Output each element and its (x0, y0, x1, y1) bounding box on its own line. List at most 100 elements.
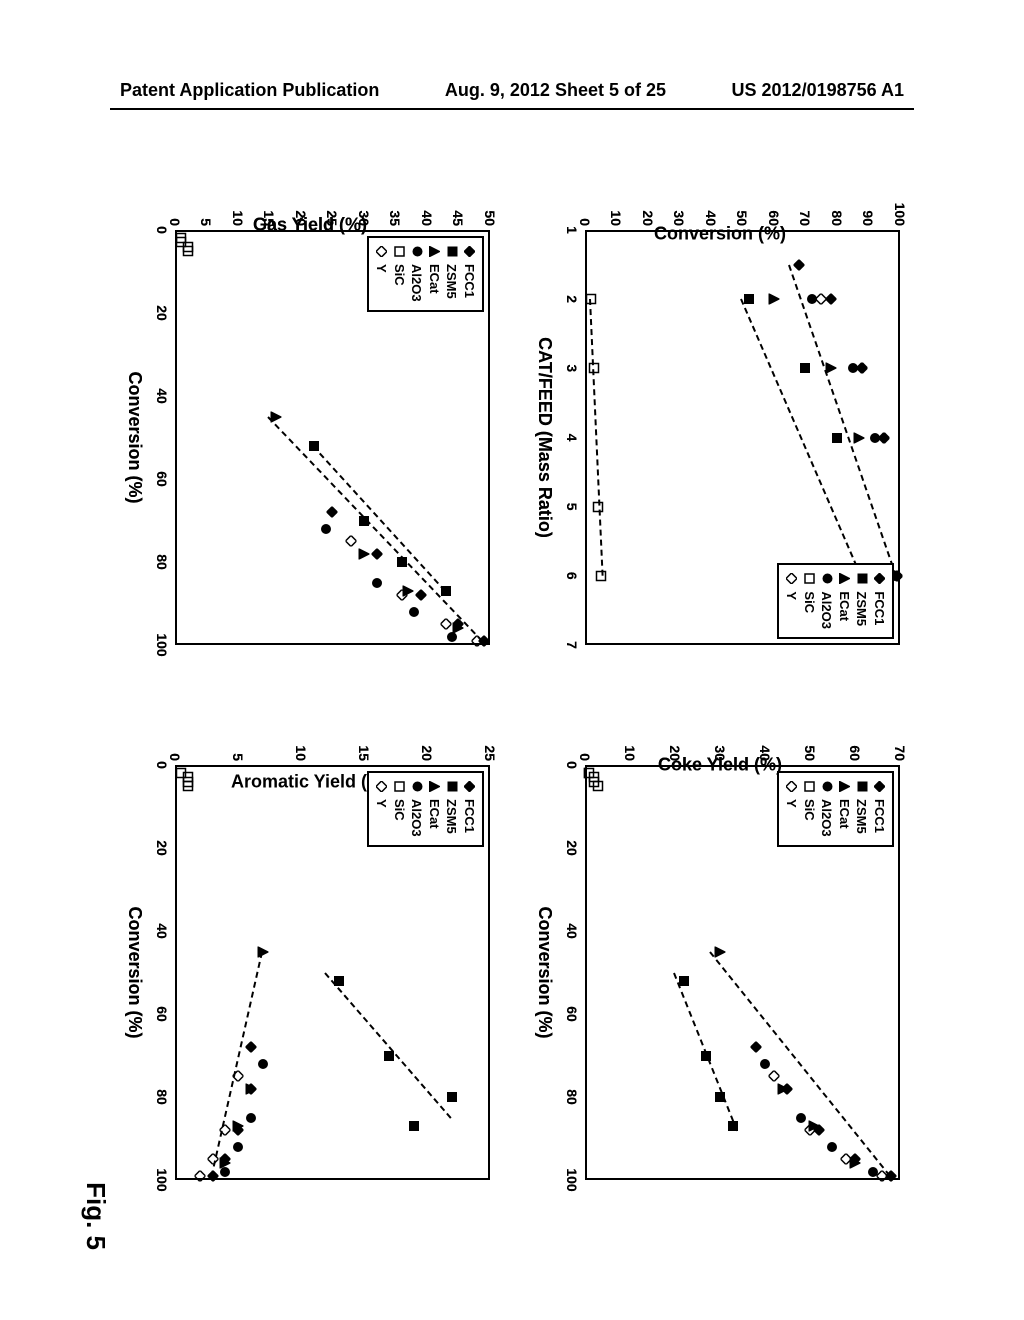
legend-item: Y (783, 573, 801, 629)
data-point (701, 1050, 712, 1061)
data-point (396, 590, 407, 601)
x-tick: 100 (154, 1168, 170, 1191)
data-point (472, 635, 483, 646)
data-point (769, 1071, 780, 1082)
legend-marker-icon (786, 781, 798, 793)
x-axis-label: Conversion (%) (534, 765, 555, 1180)
figure-caption: Fig. 5 (80, 1182, 111, 1250)
y-tick: 50 (735, 198, 751, 226)
x-tick: 20 (154, 840, 170, 856)
legend: FCC1ZSM5ECatAl2O3SiCY (777, 563, 894, 639)
legend-label: ZSM5 (853, 799, 871, 834)
y-tick: 30 (672, 198, 688, 226)
data-point (440, 586, 451, 597)
data-point (447, 1092, 458, 1103)
y-tick: 20 (640, 198, 656, 226)
data-point (245, 1083, 256, 1094)
y-tick: 80 (829, 198, 845, 226)
legend-marker-icon (411, 781, 423, 793)
data-point (182, 780, 193, 791)
x-axis-label: Conversion (%) (124, 765, 145, 1180)
data-point (321, 523, 332, 534)
x-tick: 0 (154, 226, 170, 234)
y-tick: 60 (766, 198, 782, 226)
panel-gas-vs-conversion: Gas Yield (%)Conversion (%)0510152025303… (120, 160, 500, 655)
x-axis-label: Conversion (%) (124, 230, 145, 645)
legend-label: Al2O3 (818, 591, 836, 629)
x-tick: 80 (564, 1089, 580, 1105)
y-tick: 15 (356, 733, 372, 761)
legend-marker-icon (821, 781, 833, 793)
legend: FCC1ZSM5ECatAl2O3SiCY (367, 236, 484, 312)
y-tick: 90 (861, 198, 877, 226)
page-header: Patent Application Publication Aug. 9, 2… (0, 80, 1024, 101)
data-point (327, 507, 338, 518)
legend-item: SiC (390, 781, 408, 837)
legend-marker-icon (821, 573, 833, 585)
data-point (233, 1071, 244, 1082)
panel-grid: Conversion (%)CAT/FEED (Mass Ratio)01020… (120, 160, 910, 1190)
legend-marker-icon (376, 781, 388, 793)
y-tick: 20 (293, 198, 309, 226)
data-point (679, 975, 690, 986)
legend-marker-icon (463, 246, 475, 258)
data-point (800, 363, 811, 374)
legend-marker-icon (446, 246, 458, 258)
data-point (371, 548, 382, 559)
legend-item: ZSM5 (443, 246, 461, 302)
legend-label: ECat (835, 591, 853, 621)
data-point (207, 1170, 218, 1181)
legend-marker-icon (873, 781, 885, 793)
legend-label: Al2O3 (408, 264, 426, 302)
legend-marker-icon (803, 573, 815, 585)
legend-item: ZSM5 (853, 573, 871, 629)
y-axis-label: Conversion (%) (654, 224, 786, 245)
legend-item: Y (373, 781, 391, 837)
legend-label: Y (783, 591, 801, 600)
data-point (816, 294, 827, 305)
panel-conversion-vs-catfeed: Conversion (%)CAT/FEED (Mass Ratio)01020… (530, 160, 910, 655)
y-tick: 10 (293, 733, 309, 761)
data-point (751, 1042, 762, 1053)
legend-label: ZSM5 (443, 799, 461, 834)
data-point (857, 363, 868, 374)
x-tick: 2 (564, 295, 580, 303)
data-point (409, 606, 420, 617)
data-point (333, 975, 344, 986)
legend-item: ECat (835, 781, 853, 837)
y-tick: 40 (703, 198, 719, 226)
data-point (220, 1125, 231, 1136)
header-left: Patent Application Publication (120, 80, 379, 101)
data-point (371, 577, 382, 588)
data-point (805, 1125, 816, 1136)
y-tick: 5 (230, 733, 246, 761)
data-point (796, 1112, 807, 1123)
y-tick: 10 (609, 198, 625, 226)
legend-item: SiC (800, 781, 818, 837)
panel-coke-vs-conversion: Coke Yield (%)Conversion (%)010203040506… (530, 695, 910, 1190)
legend-label: FCC1 (870, 591, 888, 625)
legend-item: ZSM5 (443, 781, 461, 837)
x-tick: 60 (564, 1006, 580, 1022)
y-tick: 15 (262, 198, 278, 226)
header-center: Aug. 9, 2012 Sheet 5 of 25 (445, 80, 666, 101)
y-tick: 45 (451, 198, 467, 226)
data-point (308, 440, 319, 451)
data-point (593, 780, 604, 791)
legend-item: ECat (425, 781, 443, 837)
y-tick: 20 (419, 733, 435, 761)
y-tick: 30 (356, 198, 372, 226)
legend: FCC1ZSM5ECatAl2O3SiCY (777, 771, 894, 847)
data-point (728, 1121, 739, 1132)
x-tick: 0 (564, 761, 580, 769)
legend-marker-icon (393, 246, 405, 258)
x-tick: 80 (154, 554, 170, 570)
header-rule (110, 108, 914, 110)
data-point (760, 1058, 771, 1069)
x-tick: 100 (564, 1168, 580, 1191)
x-tick: 5 (564, 503, 580, 511)
legend-marker-icon (856, 781, 868, 793)
y-tick: 50 (802, 733, 818, 761)
data-point (415, 590, 426, 601)
data-point (769, 294, 780, 305)
